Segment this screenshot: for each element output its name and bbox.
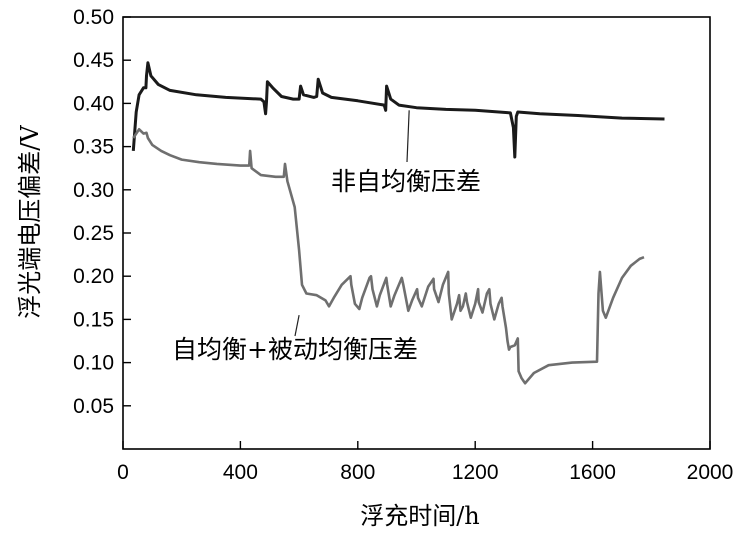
series-line-1 <box>131 61 665 159</box>
annotation-pointer-1 <box>406 110 410 163</box>
x-tick-label: 1200 <box>452 461 499 484</box>
x-tick-label: 800 <box>340 461 375 484</box>
y-tick-label: 0.10 <box>73 352 114 375</box>
y-tick-label: 0.35 <box>73 136 114 159</box>
y-tick-label: 0.15 <box>73 308 114 331</box>
x-tick-label: 2000 <box>687 461 734 484</box>
series-line-2 <box>132 128 645 385</box>
x-axis-title: 浮充时间/h <box>360 502 480 530</box>
y-axis-title: 浮光端电压偏差/V <box>16 125 44 319</box>
annotation-self-plus-passive-balancing: 自均衡+被动均衡压差 <box>172 335 418 364</box>
x-tick-label: 400 <box>223 461 258 484</box>
y-tick-label: 0.30 <box>73 179 114 202</box>
y-tick-label: 0.50 <box>73 6 114 29</box>
plot-frame <box>122 16 711 450</box>
plot-area: 0 400 800 1200 1600 2000 0.05 0.10 0.15 0.20 0.25 0… <box>73 6 733 484</box>
x-tick-label: 1600 <box>569 461 616 484</box>
y-tick-label: 0.45 <box>73 49 114 72</box>
y-axis-title-group: 浮光端电压偏差/V <box>16 125 44 319</box>
x-tick-label: 0 <box>117 461 129 484</box>
y-tick-label: 0.20 <box>73 265 114 288</box>
annotation-pointer-2 <box>294 314 300 337</box>
y-tick-label: 0.25 <box>73 222 114 245</box>
y-tick-label: 0.40 <box>73 92 114 115</box>
y-tick-label: 0.05 <box>73 395 114 418</box>
annotation-non-self-balancing: 非自均衡压差 <box>331 167 481 196</box>
